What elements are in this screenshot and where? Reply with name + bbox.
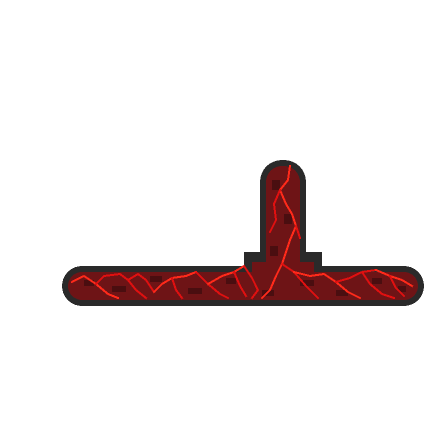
lava-vein-7 — [170, 276, 184, 300]
lava-vein-10 — [232, 270, 248, 298]
lava-vein-16 — [388, 274, 406, 298]
lava-vein-2 — [294, 224, 302, 240]
lava-veins — [70, 164, 414, 300]
lava-pipe-sprite — [62, 160, 424, 306]
lava-vein-14 — [360, 270, 396, 300]
lava-vein-8 — [194, 270, 230, 300]
lava-vein-9 — [206, 264, 246, 286]
lava-vein-11 — [280, 262, 320, 300]
lava-vein-1 — [268, 188, 282, 234]
pipe-fill — [68, 166, 418, 300]
lava-vein-0 — [260, 164, 298, 300]
lava-vein-13 — [334, 268, 378, 284]
lava-vein-12 — [292, 270, 362, 300]
lava-vein-17 — [242, 264, 260, 300]
lava-vein-5 — [126, 272, 156, 294]
lava-vein-4 — [94, 272, 148, 300]
lava-vein-15 — [374, 268, 414, 288]
